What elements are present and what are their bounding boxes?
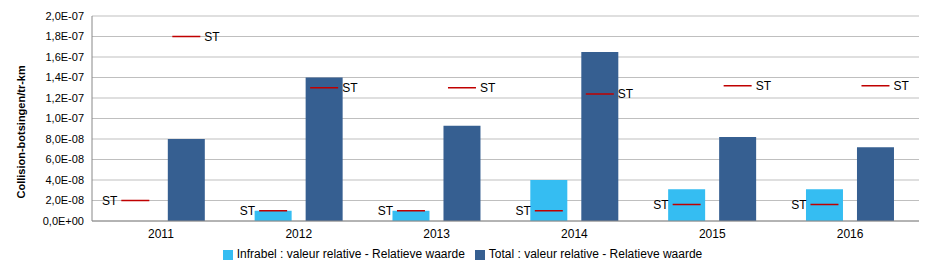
svg-text:ST: ST [102, 194, 118, 208]
svg-text:2011: 2011 [148, 227, 174, 241]
svg-text:ST: ST [378, 204, 394, 218]
svg-text:1,6E-07: 1,6E-07 [45, 51, 84, 63]
svg-text:2015: 2015 [699, 227, 726, 241]
svg-text:ST: ST [618, 87, 634, 101]
svg-text:2012: 2012 [285, 227, 312, 241]
html-text:Infrabel : valeur relative - R: Infrabel : valeur relative - Relatieve w… [236, 247, 465, 261]
svg-text:Collision-botsingen/tr-km: Collision-botsingen/tr-km [15, 65, 27, 198]
svg-text:2,0E-08: 2,0E-08 [45, 194, 84, 206]
svg-text:ST: ST [515, 204, 531, 218]
svg-text:ST: ST [204, 30, 220, 44]
svg-text:ST: ST [480, 81, 496, 95]
html-text:Total : valeur relative - Rela: Total : valeur relative - Relatieve waar… [488, 247, 703, 261]
svg-text:2014: 2014 [561, 227, 588, 241]
svg-text:2013: 2013 [423, 227, 450, 241]
svg-text:1,4E-07: 1,4E-07 [45, 71, 84, 83]
svg-text:0,0E+00: 0,0E+00 [43, 215, 84, 227]
svg-text:ST: ST [342, 81, 358, 95]
svg-text:ST: ST [893, 79, 909, 93]
svg-text:ST: ST [791, 198, 807, 212]
svg-text:1,8E-07: 1,8E-07 [45, 30, 84, 42]
svg-text:8,0E-08: 8,0E-08 [45, 133, 84, 145]
svg-text:6,0E-08: 6,0E-08 [45, 153, 84, 165]
svg-text:2,0E-07: 2,0E-07 [45, 10, 84, 22]
svg-text:ST: ST [653, 198, 669, 212]
svg-text:4,0E-08: 4,0E-08 [45, 174, 84, 186]
svg-text:1,2E-07: 1,2E-07 [45, 92, 84, 104]
svg-text:2016: 2016 [837, 227, 864, 241]
svg-text:1,0E-07: 1,0E-07 [45, 112, 84, 124]
svg-text:ST: ST [756, 79, 772, 93]
svg-text:ST: ST [240, 204, 256, 218]
